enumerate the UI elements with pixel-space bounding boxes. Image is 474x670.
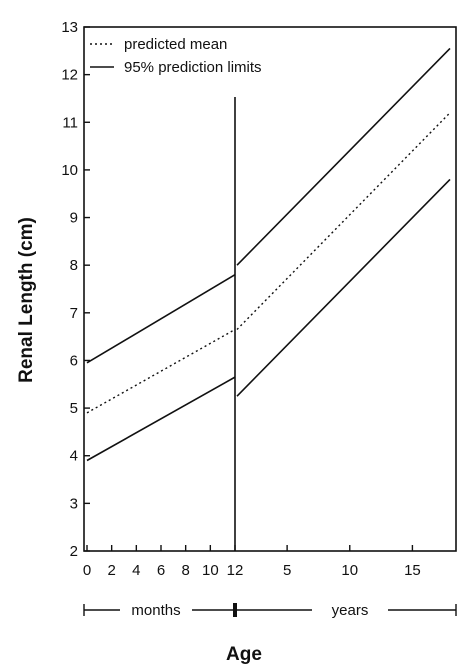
y-axis: 2 3 4 5 6 7 8 9 10 11 12 13 [61, 19, 90, 560]
x-tick-label-months: 4 [132, 562, 140, 579]
upper-prediction-limit-years-line [236, 47, 451, 266]
y-tick-label: 9 [70, 210, 78, 227]
predicted-mean-years-line [236, 112, 451, 330]
x-axis: 0 2 4 6 8 10 12 5 10 15 [83, 545, 421, 579]
x-tick-label-months: 2 [107, 562, 115, 579]
y-tick-label: 4 [70, 448, 78, 465]
y-tick-label: 8 [70, 257, 78, 274]
lower-prediction-limit-months-line [86, 376, 236, 462]
y-tick-label: 5 [70, 400, 78, 417]
legend-label: predicted mean [124, 36, 227, 53]
x-tick-label-months: 0 [83, 562, 91, 579]
x-axis-title: Age [226, 644, 262, 665]
x-tick-label-months: 12 [227, 562, 244, 579]
x-tick-label-years: 15 [404, 562, 421, 579]
y-axis-title: Renal Length (cm) [16, 217, 37, 383]
y-tick-label: 11 [62, 114, 78, 131]
years-label: years [332, 602, 369, 619]
plot-border [83, 26, 457, 552]
x-tick-label-months: 8 [181, 562, 189, 579]
age-scale-bar: months years [83, 602, 457, 619]
lower-prediction-limit-years-line [236, 178, 451, 397]
x-tick-label-months: 10 [202, 562, 219, 579]
x-tick-label-years: 5 [283, 562, 291, 579]
upper-prediction-limit-months-line [86, 274, 236, 364]
x-tick-label-months: 6 [157, 562, 165, 579]
plot-frame [83, 26, 457, 552]
y-tick-label: 12 [61, 67, 78, 84]
y-tick-label: 2 [70, 543, 78, 560]
legend: predicted mean 95% prediction limits [90, 36, 262, 76]
months-label: months [131, 602, 180, 619]
legend-label: 95% prediction limits [124, 59, 262, 76]
x-tick-label-years: 10 [341, 562, 358, 579]
series-layer [86, 47, 451, 462]
y-tick-label: 10 [61, 162, 78, 179]
y-tick-label: 13 [61, 19, 78, 36]
predicted-mean-months-line [86, 328, 236, 414]
y-tick-label: 3 [70, 495, 78, 512]
y-tick-label: 6 [70, 352, 78, 369]
y-tick-label: 7 [70, 305, 78, 322]
